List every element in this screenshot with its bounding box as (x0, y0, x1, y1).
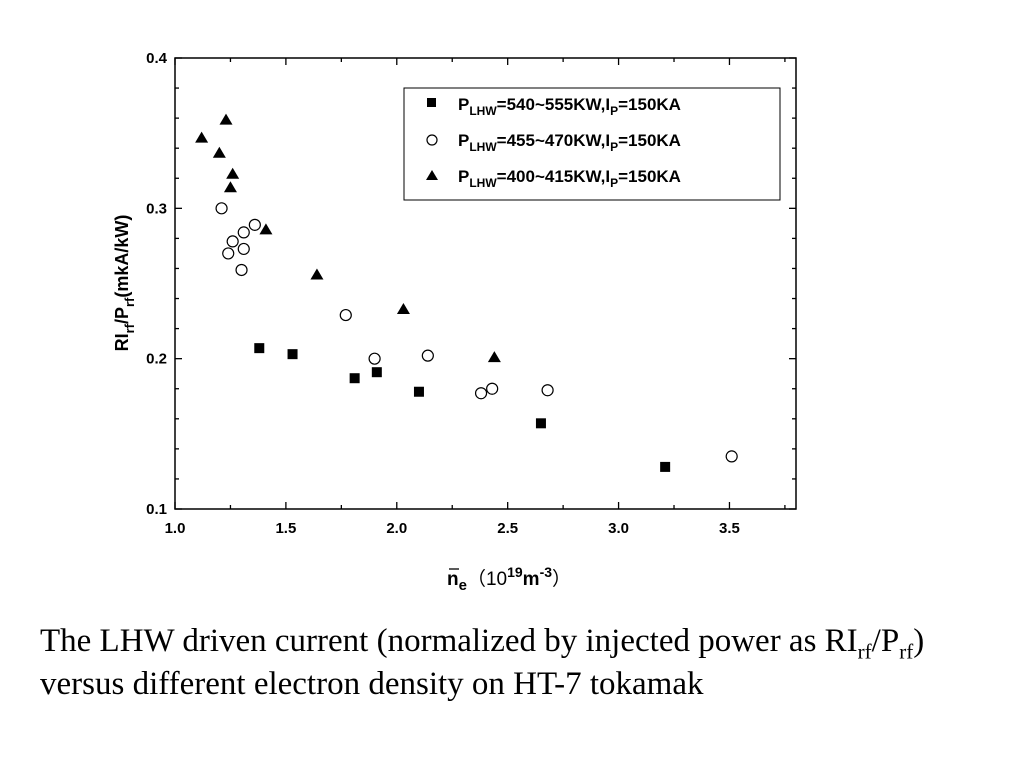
figure-caption: The LHW driven current (normalized by in… (40, 623, 925, 702)
legend-entry-1: PLHW=540~555KW,IP=150KA (458, 95, 681, 118)
point-square (413, 386, 424, 397)
legend-entry-2: PLHW=455~470KW,IP=150KA (458, 131, 681, 154)
x-tick-label: 2.5 (497, 520, 518, 537)
point-triangle (396, 303, 410, 315)
legend-box (403, 87, 781, 201)
point-triangle (195, 131, 209, 143)
y-tick-label: 0.3 (146, 200, 167, 217)
point-circle (237, 226, 250, 239)
tick-labels: 1.0 1.5 2.0 2.5 3.0 3.5 0.1 0.2 0.3 0.4 (146, 50, 740, 537)
point-square (371, 367, 382, 378)
point-circle (215, 202, 228, 215)
point-square (254, 343, 265, 354)
point-circle (368, 352, 381, 365)
x-tick-label: 1.0 (165, 520, 186, 537)
point-circle (421, 349, 434, 362)
legend-marker-square (427, 98, 436, 107)
legend: PLHW=540~555KW,IP=150KA PLHW=455~470KW,I… (403, 87, 781, 201)
point-circle (474, 387, 488, 400)
point-circle (226, 235, 239, 248)
point-circle (222, 247, 235, 260)
x-tick-label: 3.5 (719, 520, 740, 537)
point-circle (486, 382, 499, 395)
point-square (287, 349, 298, 360)
point-circle (248, 218, 261, 231)
point-triangle (226, 167, 240, 179)
point-triangle (259, 223, 273, 235)
point-triangle (223, 181, 237, 193)
point-triangle (212, 146, 226, 158)
legend-marker-circle (426, 134, 438, 146)
point-circle (235, 263, 248, 277)
point-triangle (219, 113, 233, 125)
point-circle (237, 242, 250, 256)
point-square (660, 461, 671, 472)
point-square (349, 373, 360, 384)
point-circle (339, 308, 352, 322)
x-tick-label: 1.5 (275, 520, 296, 537)
x-tick-label: 2.0 (386, 520, 407, 537)
point-triangle (487, 351, 501, 363)
y-axis-label: RIrf/Prf(mkA/kW) (112, 215, 137, 352)
y-tick-label: 0.2 (146, 351, 167, 368)
legend-entry-3: PLHW=400~415KW,IP=150KA (458, 167, 681, 190)
x-tick-label: 3.0 (608, 520, 629, 537)
data-points (195, 113, 738, 472)
point-circle (725, 450, 738, 463)
plot-frame (174, 57, 797, 510)
x-axis-label: ne（1019m-3） (447, 564, 571, 594)
point-square (535, 418, 546, 429)
y-tick-label: 0.1 (146, 501, 167, 518)
y-tick-label: 0.4 (146, 50, 168, 67)
legend-marker-triangle (426, 170, 438, 180)
point-triangle (310, 268, 324, 280)
point-circle (541, 384, 554, 397)
scatter-chart: 1.0 1.5 2.0 2.5 3.0 3.5 0.1 0.2 0.3 0.4 PLHW=540~… (112, 50, 797, 594)
